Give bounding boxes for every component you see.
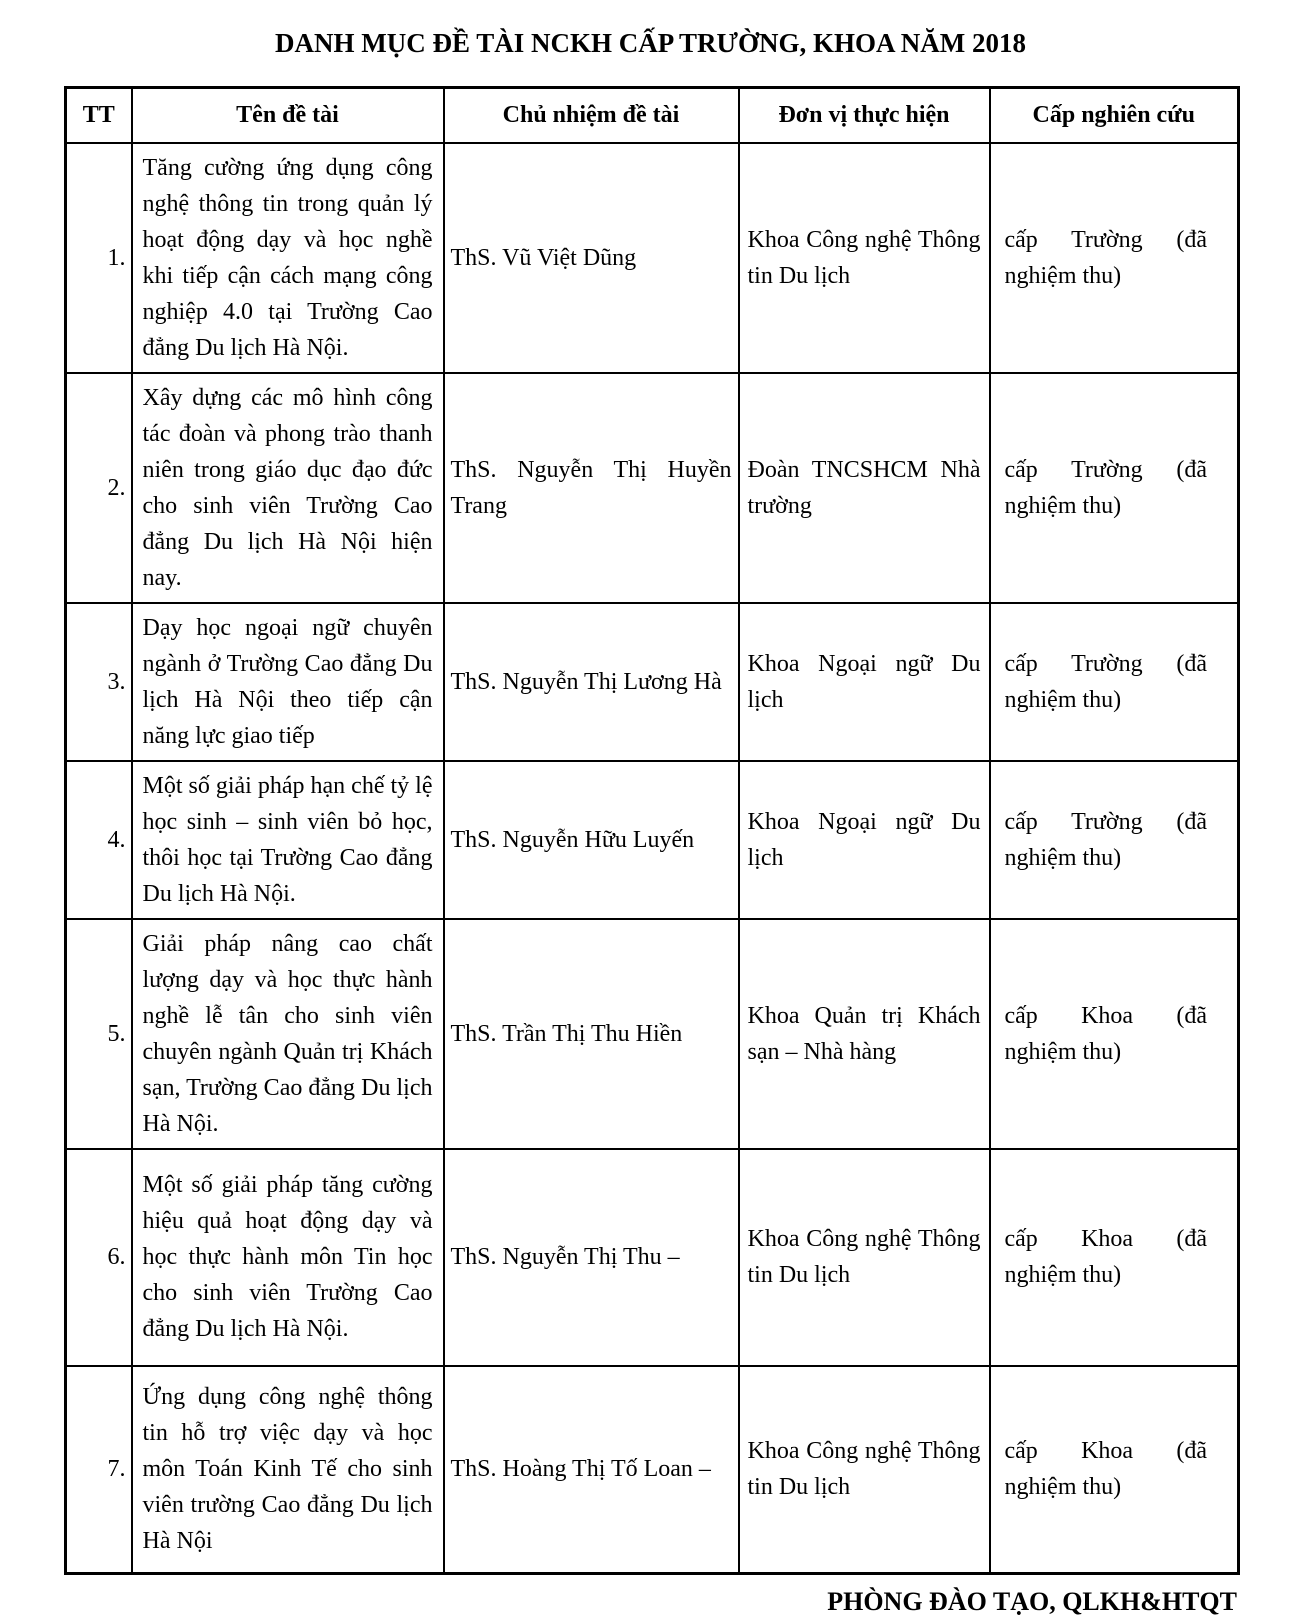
- table-row: 1. Tăng cường ứng dụng công nghệ thông t…: [64, 141, 1240, 374]
- topic-title-cell: Xây dựng các mô hình công tác đoàn và ph…: [130, 371, 445, 604]
- header-research-level: Cấp nghiên cứu: [988, 86, 1240, 144]
- level-cell: cấp Trường (đã nghiệm thu): [988, 759, 1240, 920]
- topic-title-cell: Giải pháp nâng cao chất lượng dạy và học…: [130, 917, 445, 1150]
- table-row: 4. Một số giải pháp hạn chế tỷ lệ học si…: [64, 759, 1240, 920]
- row-number-cell: 3.: [64, 601, 133, 762]
- level-cell: cấp Khoa (đã nghiệm thu): [988, 1364, 1240, 1575]
- unit-cell: Khoa Công nghệ Thông tin Du lịch: [737, 1147, 991, 1367]
- topic-title-cell: Ứng dụng công nghệ thông tin hỗ trợ việc…: [130, 1364, 445, 1575]
- row-number-cell: 2.: [64, 371, 133, 604]
- topic-leader-cell: ThS. Nguyễn Thị Lương Hà: [442, 601, 740, 762]
- topic-title-cell: Tăng cường ứng dụng công nghệ thông tin …: [130, 141, 445, 374]
- unit-cell: Khoa Quản trị Khách sạn – Nhà hàng: [737, 917, 991, 1150]
- table-row: 6. Một số giải pháp tăng cường hiệu quả …: [64, 1147, 1240, 1367]
- row-number-cell: 1.: [64, 141, 133, 374]
- topic-leader-cell: ThS. Nguyễn Thị Thu –: [442, 1147, 740, 1367]
- row-number-cell: 6.: [64, 1147, 133, 1367]
- issuing-department-footer: PHÒNG ĐÀO TẠO, QLKH&HTQT: [827, 1587, 1237, 1616]
- header-tt: TT: [64, 86, 133, 144]
- page-title: DANH MỤC ĐỀ TÀI NCKH CẤP TRƯỜNG, KHOA NĂ…: [274, 28, 1027, 58]
- table-header-row: TT Tên đề tài Chủ nhiệm đề tài Đơn vị th…: [64, 86, 1240, 144]
- unit-cell: Khoa Công nghệ Thông tin Du lịch: [737, 141, 991, 374]
- level-cell: cấp Trường (đã nghiệm thu): [988, 371, 1240, 604]
- row-number-cell: 4.: [64, 759, 133, 920]
- level-cell: cấp Khoa (đã nghiệm thu): [988, 1147, 1240, 1367]
- table-row: 5. Giải pháp nâng cao chất lượng dạy và …: [64, 917, 1240, 1150]
- unit-cell: Khoa Ngoại ngữ Du lịch: [737, 759, 991, 920]
- level-cell: cấp Trường (đã nghiệm thu): [988, 601, 1240, 762]
- table-row: 3. Dạy học ngoại ngữ chuyên ngành ở Trườ…: [64, 601, 1240, 762]
- topic-leader-cell: ThS. Nguyễn Thị Huyền Trang: [442, 371, 740, 604]
- topic-title-cell: Một số giải pháp hạn chế tỷ lệ học sinh …: [130, 759, 445, 920]
- table-row: 7. Ứng dụng công nghệ thông tin hỗ trợ v…: [64, 1364, 1240, 1575]
- topic-title-cell: Một số giải pháp tăng cường hiệu quả hoạ…: [130, 1147, 445, 1367]
- table-row: 2. Xây dựng các mô hình công tác đoàn và…: [64, 371, 1240, 604]
- topic-leader-cell: ThS. Vũ Việt Dũng: [442, 141, 740, 374]
- topic-leader-cell: ThS. Nguyễn Hữu Luyến: [442, 759, 740, 920]
- row-number-cell: 7.: [64, 1364, 133, 1575]
- row-number-cell: 5.: [64, 917, 133, 1150]
- research-topics-table: TT Tên đề tài Chủ nhiệm đề tài Đơn vị th…: [64, 86, 1240, 1575]
- level-cell: cấp Khoa (đã nghiệm thu): [988, 917, 1240, 1150]
- topic-leader-cell: ThS. Hoàng Thị Tố Loan –: [442, 1364, 740, 1575]
- unit-cell: Khoa Ngoại ngữ Du lịch: [737, 601, 991, 762]
- header-implementing-unit: Đơn vị thực hiện: [737, 86, 991, 144]
- level-cell: cấp Trường (đã nghiệm thu): [988, 141, 1240, 374]
- header-topic-name: Tên đề tài: [130, 86, 445, 144]
- unit-cell: Đoàn TNCSHCM Nhà trường: [737, 371, 991, 604]
- topic-leader-cell: ThS. Trần Thị Thu Hiền: [442, 917, 740, 1150]
- unit-cell: Khoa Công nghệ Thông tin Du lịch: [737, 1364, 991, 1575]
- header-topic-leader: Chủ nhiệm đề tài: [442, 86, 740, 144]
- topic-title-cell: Dạy học ngoại ngữ chuyên ngành ở Trường …: [130, 601, 445, 762]
